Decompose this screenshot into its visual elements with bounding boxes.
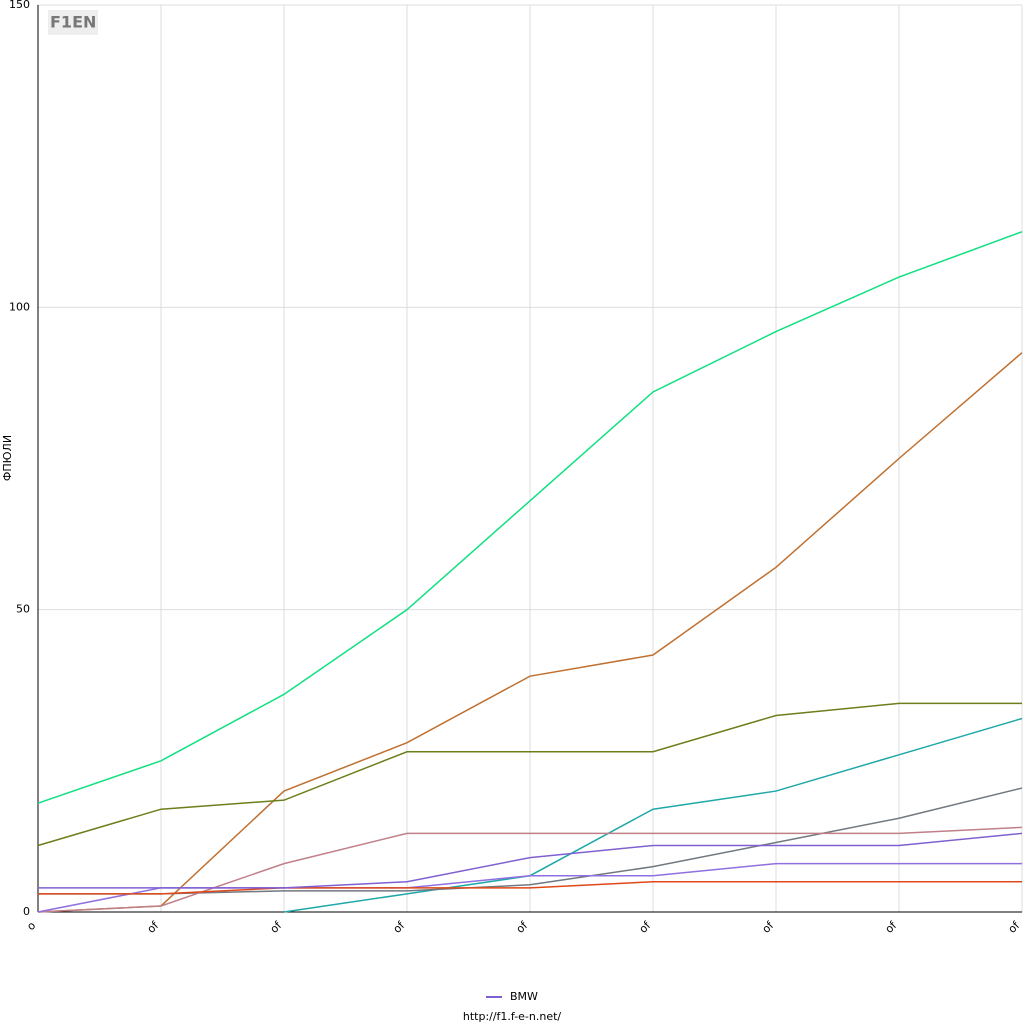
y-tick-label: 0: [23, 905, 30, 918]
x-tick-label: of: [883, 918, 900, 935]
x-tick-label: of: [1006, 918, 1023, 935]
footer: http://f1.f-e-n.net/: [463, 1010, 562, 1023]
y-tick-label: 50: [16, 603, 30, 616]
line-series: [38, 881, 1022, 895]
y-tick-label: 150: [9, 0, 30, 11]
line-series: [283, 717, 1023, 913]
line-series: [37, 231, 1023, 804]
y-tick-label: 100: [9, 300, 30, 313]
line-series: [38, 832, 1023, 889]
x-tick-label: of: [268, 918, 285, 935]
logo: F1EN: [50, 13, 96, 32]
x-tick-label: o: [24, 919, 38, 933]
x-tick-label: of: [760, 918, 777, 935]
line-series: [37, 352, 1023, 913]
legend-label: BMW: [510, 990, 538, 1003]
x-tick-label: of: [637, 918, 654, 935]
y-axis-label: ФПЮЛИ: [1, 435, 14, 481]
x-tick-label: of: [514, 918, 531, 935]
x-tick-label: of: [145, 918, 162, 935]
line-series: [37, 702, 1022, 847]
logo-box: [48, 10, 98, 35]
line-series: [38, 787, 1023, 895]
x-tick-label: of: [391, 918, 408, 935]
